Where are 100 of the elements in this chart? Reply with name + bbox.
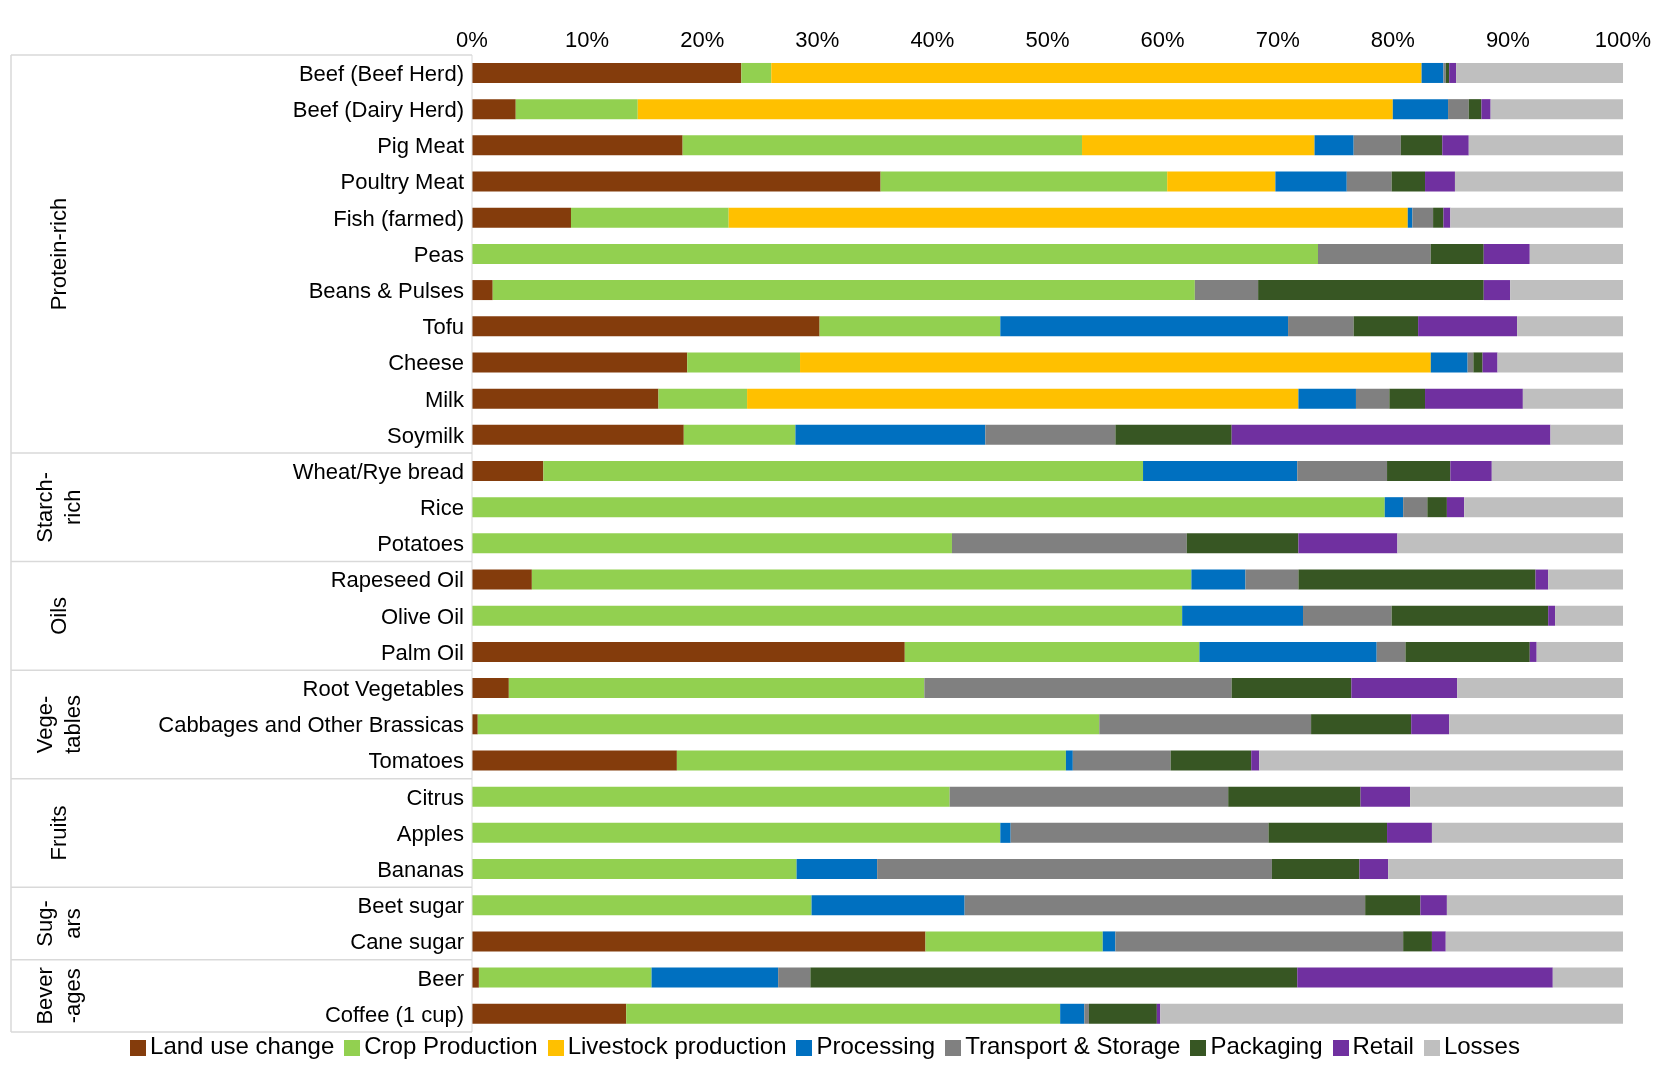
y-tick-label: Cheese bbox=[388, 350, 464, 376]
x-tick-label: 60% bbox=[1140, 27, 1185, 52]
bar bbox=[472, 533, 952, 554]
bar bbox=[1259, 750, 1623, 771]
bar bbox=[1388, 859, 1623, 880]
bar bbox=[1000, 316, 1289, 337]
bar bbox=[1490, 99, 1623, 120]
bar bbox=[472, 1003, 627, 1024]
bar bbox=[1268, 822, 1388, 843]
y-tick-label: Tomatoes bbox=[368, 748, 464, 774]
bar bbox=[747, 388, 1299, 409]
bar bbox=[1529, 641, 1537, 662]
bar bbox=[508, 678, 925, 699]
bar bbox=[492, 280, 1195, 301]
bar bbox=[1167, 171, 1276, 192]
bar bbox=[800, 352, 1431, 373]
bar bbox=[1228, 786, 1361, 807]
bar bbox=[1311, 714, 1412, 735]
bar bbox=[1387, 822, 1432, 843]
bar bbox=[472, 822, 1001, 843]
bar bbox=[687, 352, 801, 373]
y-tick-label: Milk bbox=[424, 386, 465, 412]
bar bbox=[964, 895, 1366, 916]
bar bbox=[1425, 171, 1455, 192]
y-tick-label: Cabbages and Other Brassicas bbox=[158, 712, 464, 738]
bar bbox=[1483, 280, 1511, 301]
bar bbox=[985, 424, 1116, 445]
bar bbox=[1351, 678, 1458, 699]
bar bbox=[1555, 605, 1623, 626]
y-tick-label: Bananas bbox=[377, 856, 464, 882]
y-tick-label: Coffee (1 cup) bbox=[324, 1001, 464, 1027]
bar bbox=[1365, 895, 1421, 916]
bar bbox=[651, 967, 779, 988]
bar bbox=[472, 678, 509, 699]
bar bbox=[1199, 641, 1377, 662]
y-tick-label: Apples bbox=[396, 820, 464, 846]
x-tick-label: 90% bbox=[1485, 27, 1530, 52]
bar bbox=[1082, 135, 1315, 156]
bar bbox=[1231, 424, 1551, 445]
bar bbox=[1550, 424, 1623, 445]
bar bbox=[472, 641, 905, 662]
bar bbox=[1427, 497, 1447, 518]
bar bbox=[1298, 388, 1356, 409]
bar bbox=[472, 895, 812, 916]
bar bbox=[1288, 316, 1354, 337]
bar bbox=[658, 388, 748, 409]
y-tick-label: Potatoes bbox=[377, 531, 464, 557]
bar bbox=[1454, 171, 1623, 192]
bar bbox=[1065, 750, 1073, 771]
bar bbox=[472, 931, 926, 952]
y-tick-label: Rice bbox=[419, 495, 464, 521]
bar bbox=[1072, 750, 1171, 771]
text: Oils bbox=[46, 596, 71, 635]
y-tick-label: Soymilk bbox=[386, 422, 465, 448]
legend-label: Packaging bbox=[1210, 1032, 1323, 1059]
bar bbox=[1468, 99, 1482, 120]
bar bbox=[778, 967, 811, 988]
bar bbox=[1391, 605, 1549, 626]
bar bbox=[626, 1003, 1061, 1024]
bar bbox=[1430, 352, 1468, 373]
bar bbox=[1517, 316, 1623, 337]
bar bbox=[1387, 461, 1451, 481]
y-tick-label: Palm Oil bbox=[380, 639, 464, 665]
bar bbox=[477, 714, 1100, 735]
bar bbox=[1457, 678, 1623, 699]
bar bbox=[1448, 99, 1469, 120]
bar bbox=[1314, 135, 1354, 156]
bar bbox=[1251, 750, 1260, 771]
y-tick-label: Tofu bbox=[422, 314, 464, 340]
bar bbox=[570, 207, 729, 228]
bar bbox=[637, 99, 1393, 120]
bar bbox=[1000, 822, 1011, 843]
bar bbox=[1258, 280, 1484, 301]
y-tick-label: Peas bbox=[413, 241, 464, 267]
x-tick-label: 50% bbox=[1025, 27, 1070, 52]
bar bbox=[1411, 714, 1450, 735]
bar bbox=[1450, 207, 1623, 228]
bar bbox=[472, 859, 797, 880]
y-tick-label: Pig Meat bbox=[377, 133, 464, 159]
bar bbox=[472, 605, 1183, 626]
bar bbox=[472, 461, 544, 481]
bar bbox=[1481, 99, 1491, 120]
bar bbox=[1431, 931, 1446, 952]
y-tick-label: Rapeseed Oil bbox=[330, 567, 464, 593]
bar bbox=[1099, 714, 1312, 735]
bar bbox=[1391, 171, 1426, 192]
bar bbox=[1483, 243, 1530, 264]
bar bbox=[683, 424, 796, 445]
bar bbox=[472, 497, 1385, 518]
bar bbox=[1275, 171, 1347, 192]
bar bbox=[472, 424, 684, 445]
bar bbox=[1552, 967, 1623, 988]
bar bbox=[1360, 786, 1411, 807]
y-tick-label: Citrus bbox=[406, 784, 464, 810]
bar bbox=[1353, 316, 1419, 337]
y-tick-label: Cane sugar bbox=[350, 929, 464, 955]
bar bbox=[1425, 388, 1523, 409]
bar bbox=[1245, 569, 1299, 590]
y-tick-label: Beef (Dairy Herd) bbox=[292, 97, 464, 123]
legend-label: Livestock production bbox=[567, 1032, 787, 1059]
